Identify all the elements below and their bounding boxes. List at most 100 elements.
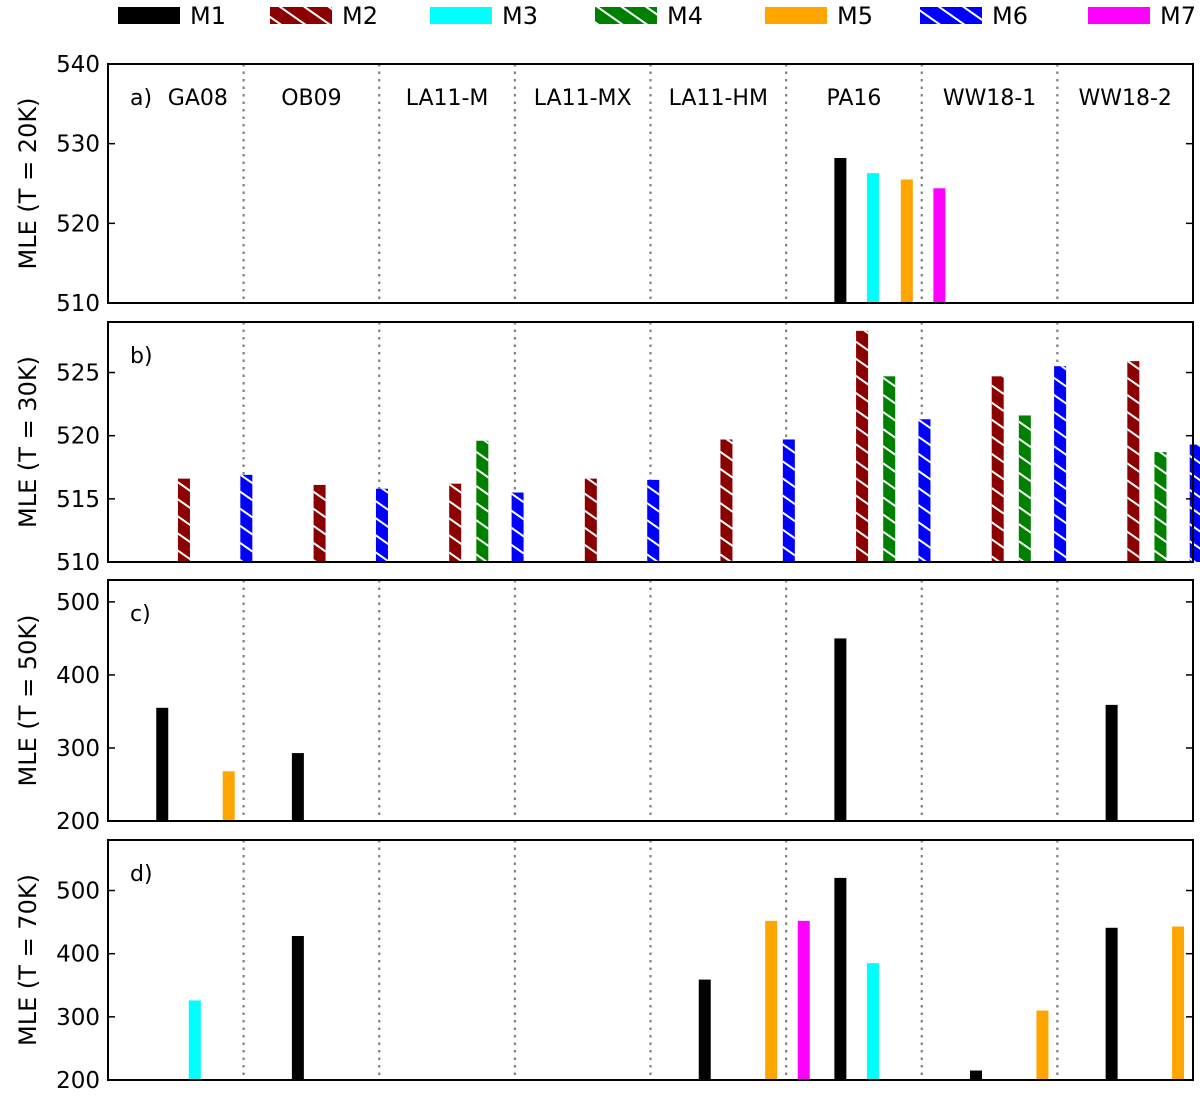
y-tick-label: 525 [56, 361, 100, 387]
legend-label-m4: M4 [667, 2, 703, 30]
y-tick-label: 520 [56, 424, 100, 450]
legend-swatch-m3 [430, 7, 492, 24]
y-tick-label: 400 [56, 663, 100, 689]
plot-frame [107, 839, 1194, 1081]
bar-m6-ob09 [375, 488, 388, 562]
panel-a: 510 520 530 540 MLE (T = 20K) a) GA08 OB09 LA11-… [14, 52, 1194, 317]
bar-m4-la11-m [476, 440, 489, 562]
bar-m5-ga08 [222, 771, 235, 821]
bar-m1-pa16 [834, 158, 847, 303]
bar-m6-ga08 [240, 474, 253, 562]
legend-entry-m1: M1 [118, 2, 226, 30]
bar-m6-la11-mx [647, 479, 660, 562]
y-axis-label: MLE (T = 30K) [14, 356, 42, 528]
y-tick-label: 540 [56, 52, 100, 78]
bar-m4-ww18-1 [1018, 415, 1031, 562]
plot-frame [107, 579, 1194, 822]
bar-m1-la11-hm [698, 979, 711, 1080]
plot-frame [107, 321, 1194, 563]
y-axis-label: MLE (T = 20K) [14, 98, 42, 270]
y-tick-label: 200 [56, 809, 100, 835]
legend-swatch-m1 [118, 7, 180, 24]
legend-swatch-m5 [765, 7, 827, 24]
legend-entry-m5: M5 [765, 2, 873, 30]
y-tick-label: 510 [56, 291, 100, 317]
bar-m2-la11-mx [584, 478, 597, 562]
bar-m7-la11-hm [797, 920, 810, 1080]
bar-m3-pa16 [866, 963, 879, 1080]
bar-m4-ww18-2 [1154, 452, 1167, 562]
bar-m5-ww18-2 [1172, 926, 1185, 1080]
bar-m1-ga08 [156, 707, 169, 821]
bar-m6-pa16 [918, 419, 931, 562]
panel-label: d) [130, 862, 153, 887]
y-tick-label: 500 [56, 879, 100, 905]
bar-m1-ob09 [291, 936, 304, 1080]
y-tick-label: 400 [56, 942, 100, 968]
bar-m1-pa16 [834, 877, 847, 1080]
y-axis-label: MLE (T = 50K) [14, 615, 42, 787]
legend-entry-m4: M4 [595, 2, 703, 30]
y-tick-label: 200 [56, 1068, 100, 1094]
bar-m3-pa16 [866, 173, 879, 303]
legend-label-m2: M2 [342, 2, 378, 30]
bar-m2-ob09 [313, 484, 326, 562]
bar-m1-ww18-1 [970, 1070, 982, 1080]
bar-m2-la11-m [449, 483, 462, 562]
legend-label-m7: M7 [1160, 2, 1196, 30]
bar-m2-pa16 [856, 330, 869, 562]
category-label-la11-m: LA11-M [406, 86, 489, 111]
legend-entry-m2: M2 [270, 2, 378, 30]
panel-label: b) [130, 344, 153, 369]
bar-m6-la11-m [511, 492, 524, 562]
panel-label: a) [130, 86, 152, 111]
y-tick-label: 300 [56, 736, 100, 762]
category-label-la11-hm: LA11-HM [669, 86, 768, 111]
bar-m5-ww18-1 [1036, 1010, 1049, 1080]
bar-m2-ww18-2 [1127, 361, 1140, 562]
y-tick-label: 510 [56, 550, 100, 576]
legend-entry-m6: M6 [920, 2, 1028, 30]
legend: M1 M2 M3 M4 M5 M6 M7 [118, 2, 1196, 30]
bar-m2-la11-hm [720, 439, 733, 562]
bar-m2-ga08 [177, 478, 190, 562]
bar-m1-pa16 [834, 638, 847, 821]
bar-m5-pa16 [900, 179, 913, 303]
bar-m1-ob09 [291, 753, 304, 821]
panel-label: c) [130, 602, 151, 627]
bar-m1-ww18-2 [1105, 704, 1118, 821]
bar-m6-la11-hm [782, 439, 795, 562]
bar-m4-pa16 [883, 376, 896, 562]
category-label-la11-mx: LA11-MX [534, 86, 632, 111]
y-tick-label: 300 [56, 1005, 100, 1031]
category-label-ob09: OB09 [281, 86, 341, 111]
category-label-ww18-2: WW18-2 [1078, 86, 1171, 111]
y-tick-label: 530 [56, 132, 100, 158]
category-label-pa16: PA16 [826, 86, 881, 111]
legend-swatch-m2 [270, 7, 332, 24]
legend-swatch-m4 [595, 7, 657, 24]
legend-label-m5: M5 [837, 2, 873, 30]
y-axis-label: MLE (T = 70K) [14, 874, 42, 1046]
panel-d: 200 300 400 500 MLE (T = 70K) d) [14, 839, 1194, 1094]
bar-m6-ww18-1 [1054, 366, 1067, 562]
y-tick-label: 500 [56, 590, 100, 616]
bar-m7-pa16 [933, 188, 946, 303]
plot-frame [107, 63, 1194, 304]
bar-m2-ww18-1 [991, 376, 1004, 562]
bar-m3-ga08 [188, 1000, 201, 1080]
category-label-ww18-1: WW18-1 [943, 86, 1036, 111]
bar-m1-ww18-2 [1105, 927, 1118, 1080]
y-tick-label: 520 [56, 211, 100, 237]
legend-label-m6: M6 [992, 2, 1028, 30]
y-tick-label: 515 [56, 487, 100, 513]
legend-entry-m7: M7 [1088, 2, 1196, 30]
legend-swatch-m7 [1088, 7, 1150, 24]
legend-label-m1: M1 [190, 2, 226, 30]
legend-swatch-m6 [920, 7, 982, 24]
legend-label-m3: M3 [502, 2, 538, 30]
category-label-ga08: GA08 [168, 86, 228, 111]
bar-m5-la11-hm [765, 920, 778, 1080]
bar-m6-ww18-2 [1189, 444, 1200, 562]
